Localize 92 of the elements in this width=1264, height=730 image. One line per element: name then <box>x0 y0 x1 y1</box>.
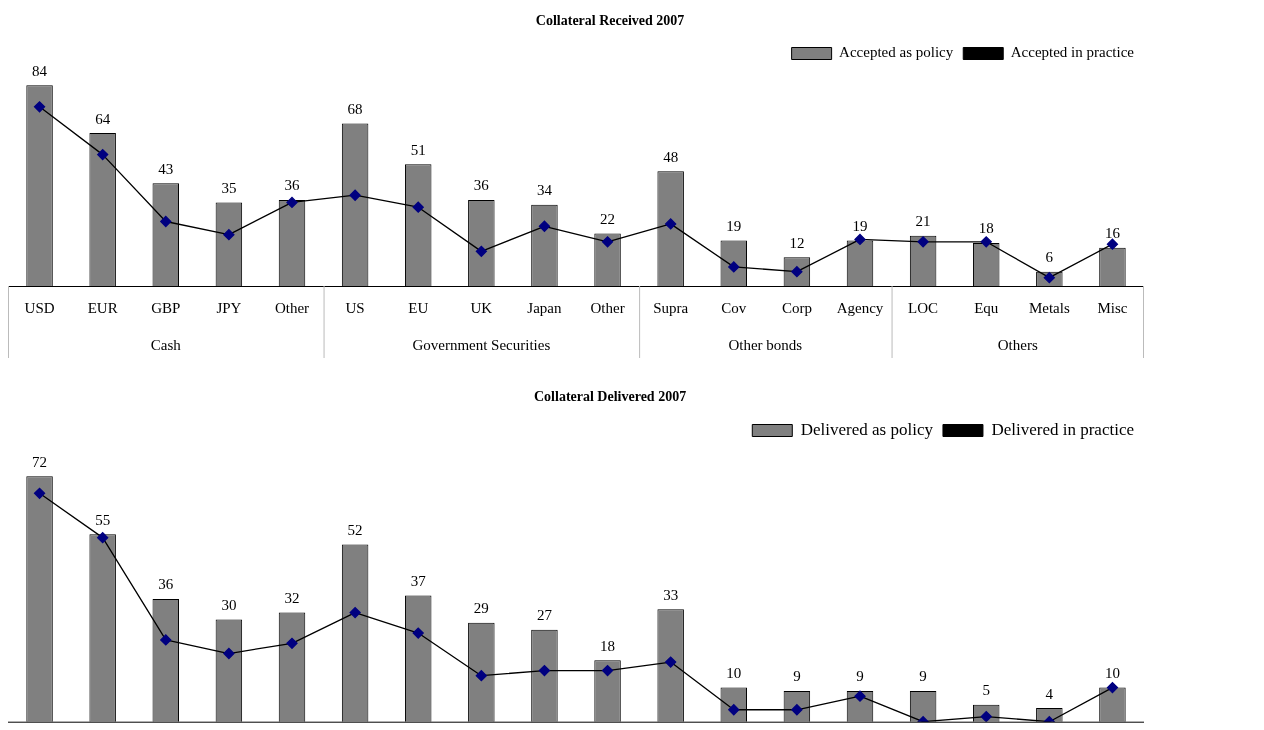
text: Other bonds <box>728 336 803 353</box>
x-tick-label: Corp <box>781 299 812 316</box>
point <box>538 664 551 677</box>
point <box>97 531 109 544</box>
point <box>33 101 46 113</box>
data-label: 48 <box>663 148 679 165</box>
data-label: 4 <box>1045 685 1054 702</box>
data-label: 18 <box>600 637 616 654</box>
legend-label: Accepted as policy <box>839 44 954 61</box>
x-tick-label: Other <box>274 299 310 316</box>
data-label: 35 <box>221 179 237 196</box>
x-tick-label: EUR <box>87 299 118 316</box>
data-label: 19 <box>726 218 742 235</box>
point <box>97 148 109 161</box>
point <box>475 670 487 682</box>
x-tick-label: Cov <box>721 299 747 316</box>
data-label: 30 <box>221 596 237 613</box>
x-tick-label: US <box>345 299 365 316</box>
text: Government Securities <box>412 336 551 353</box>
x-tick-label: GBP <box>151 299 181 316</box>
data-label: 43 <box>158 160 174 177</box>
point <box>160 634 172 646</box>
text: Others <box>997 336 1038 353</box>
x-tick-label: Other <box>590 299 625 316</box>
data-label: 27 <box>536 607 553 624</box>
data-label: 72 <box>32 453 48 470</box>
x-tick-label: UK <box>470 299 493 316</box>
data-label: 10 <box>1104 665 1120 682</box>
legend-label: Delivered in practice <box>991 419 1135 439</box>
data-label: 9 <box>793 668 801 685</box>
data-label: 55 <box>95 511 111 528</box>
x-tick-label: USD <box>24 299 55 316</box>
point <box>854 233 866 246</box>
data-label: 10 <box>726 665 742 682</box>
point <box>286 196 298 209</box>
legend-label: Delivered as policy <box>800 419 934 439</box>
data-label: 9 <box>856 668 864 685</box>
data-label: 34 <box>536 182 553 199</box>
data-label: 22 <box>600 210 616 227</box>
point <box>223 228 235 241</box>
data-label: 16 <box>1104 225 1121 242</box>
data-label: 68 <box>347 100 363 117</box>
data-label: 32 <box>284 590 300 607</box>
data-label: 36 <box>473 177 490 194</box>
x-tick-label: Misc <box>1097 299 1128 316</box>
legend-label: Accepted in practice <box>1010 44 1135 61</box>
point <box>601 664 614 677</box>
chart-title: Collateral Delivered 2007 <box>534 388 687 404</box>
data-label: 21 <box>915 213 931 230</box>
data-label: 52 <box>347 521 363 538</box>
point <box>980 236 992 248</box>
data-label: 18 <box>978 220 994 237</box>
point <box>33 487 46 499</box>
point <box>412 201 424 213</box>
point <box>1106 681 1119 694</box>
x-tick-label: Japan <box>527 299 563 316</box>
data-label: 33 <box>663 586 679 603</box>
data-label: 19 <box>852 218 868 235</box>
point <box>665 656 677 668</box>
chart-title: Collateral Received 2007 <box>535 12 685 28</box>
point <box>412 627 424 639</box>
data-label: 36 <box>284 177 300 194</box>
x-tick-label: JPY <box>216 299 242 316</box>
x-tick-label: EU <box>408 299 429 316</box>
point <box>601 236 614 248</box>
data-label: 84 <box>32 62 48 79</box>
x-tick-label: LOC <box>908 299 939 316</box>
data-label: 36 <box>158 576 174 593</box>
point <box>286 637 298 649</box>
point <box>665 218 677 230</box>
point <box>538 220 551 232</box>
x-tick-label: Agency <box>836 299 884 316</box>
x-tick-label: Equ <box>974 299 999 316</box>
point <box>349 189 361 201</box>
data-label: 51 <box>410 141 426 158</box>
x-tick-label: Metals <box>1028 299 1070 316</box>
data-label: 5 <box>982 682 990 699</box>
data-label: 64 <box>95 110 111 127</box>
text: Cash <box>150 336 182 353</box>
data-label: 29 <box>473 600 489 617</box>
x-tick-label: Supra <box>653 299 689 316</box>
point <box>160 215 172 228</box>
point <box>854 690 866 702</box>
point <box>475 245 487 258</box>
data-label: 9 <box>919 668 927 685</box>
point <box>1106 238 1119 250</box>
point <box>223 647 235 660</box>
data-label: 37 <box>410 573 427 590</box>
data-label: 6 <box>1045 249 1054 266</box>
data-label: 12 <box>789 234 805 251</box>
point <box>917 236 929 248</box>
point <box>349 606 361 619</box>
